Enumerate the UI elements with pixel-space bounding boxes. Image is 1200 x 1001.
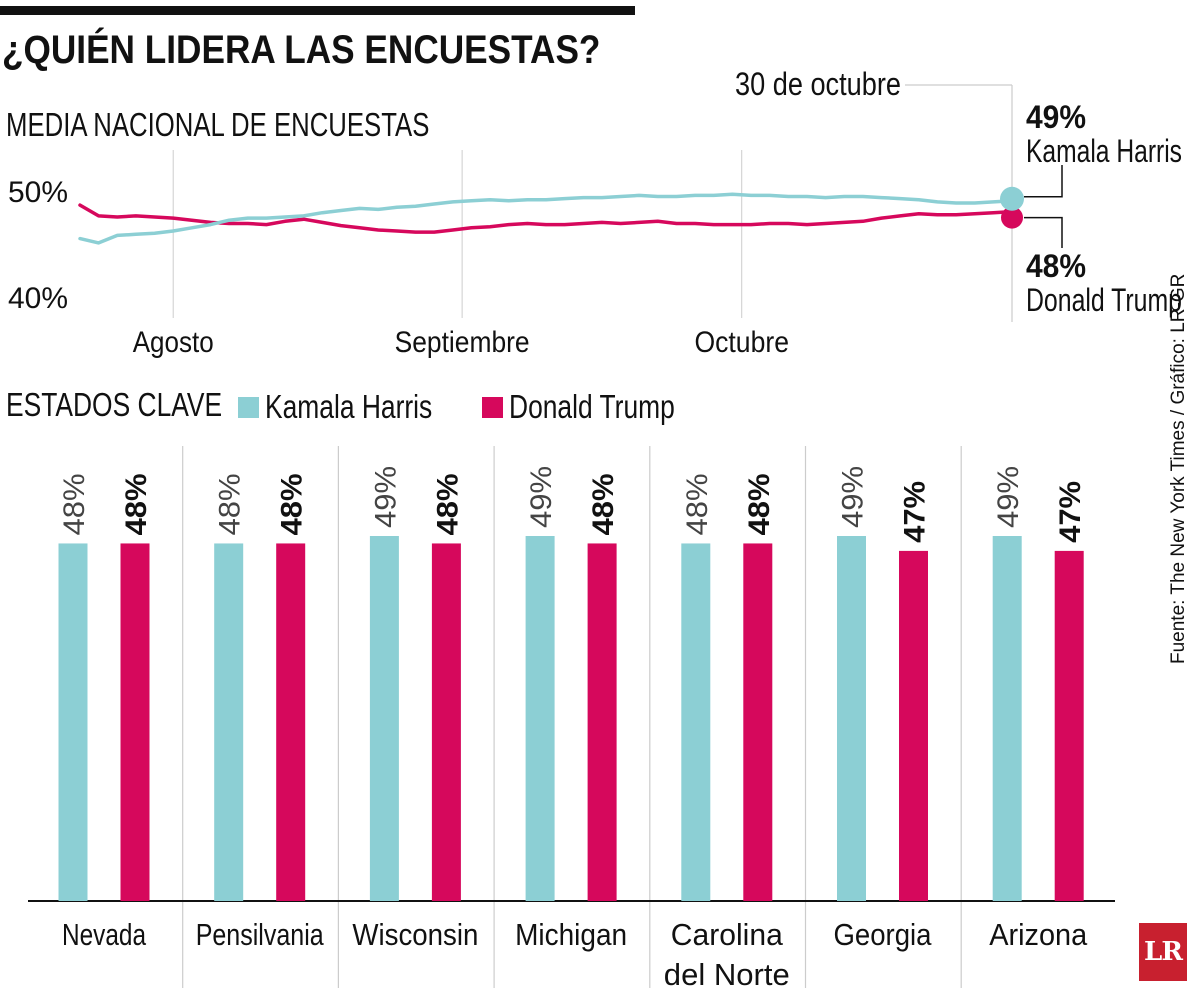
category-label: Michigan: [515, 917, 627, 952]
legend-harris: Kamala Harris: [238, 388, 474, 425]
month-tick-label: Octubre: [694, 326, 789, 359]
bar-chart-title: ESTADOS CLAVE: [6, 386, 223, 423]
trump-end-value: 48%: [1026, 248, 1086, 284]
trump-bar-label: 48%: [587, 473, 620, 535]
y-tick-label: 50%: [8, 176, 68, 209]
line-chart-title: MEDIA NACIONAL DE ENCUESTAS: [6, 106, 430, 143]
y-tick-label: 40%: [8, 282, 68, 315]
harris-end-dot: [1000, 186, 1024, 211]
trump-end-dot: [1001, 206, 1023, 229]
trump-national-line: [78, 203, 1014, 234]
trump-bar-label: 47%: [1054, 481, 1087, 543]
trump-end-name: Donald Trump: [1026, 282, 1182, 318]
trump-bar-arizona: [1054, 550, 1084, 901]
harris-annotation-leader: [1024, 165, 1063, 198]
chart-title: ¿QUIÉN LIDERA LAS ENCUESTAS?: [2, 28, 601, 72]
harris-bar-label: 49%: [525, 466, 558, 528]
harris-bar-carolina-del-norte: [681, 543, 711, 901]
trump-bar-label: 48%: [120, 473, 153, 535]
harris-end-value: 49%: [1026, 99, 1086, 135]
category-label: Carolina: [671, 917, 784, 952]
trump-bar-georgia: [899, 550, 928, 901]
category-label: del Norte: [664, 957, 790, 992]
lr-logo: LR: [1139, 923, 1187, 981]
end-date-label: 30 de octubre: [735, 66, 901, 102]
source-credit: Fuente: The New York Times / Gráfico: LR…: [1168, 273, 1189, 664]
trump-bar-wisconsin: [431, 543, 461, 901]
month-tick-label: Septiembre: [395, 326, 530, 359]
trump-bar-carolina-del-norte: [743, 543, 773, 901]
legend-trump-label: Donald Trump: [509, 388, 675, 425]
category-label: Wisconsin: [352, 917, 478, 952]
harris-bar-wisconsin: [369, 536, 399, 901]
harris-bar-label: 48%: [214, 473, 247, 535]
harris-bar-nevada: [58, 543, 88, 901]
harris-bar-pensilvania: [214, 543, 244, 901]
harris-bar-label: 48%: [681, 473, 714, 535]
legend-trump-swatch: [482, 396, 503, 418]
harris-bar-label: 49%: [992, 466, 1025, 528]
harris-bar-arizona: [992, 536, 1022, 901]
legend-harris-swatch: [238, 396, 259, 418]
category-label: Arizona: [989, 917, 1088, 952]
harris-bar-georgia: [837, 536, 866, 901]
harris-bar-label: 49%: [369, 466, 402, 528]
trump-bar-label: 48%: [276, 473, 309, 535]
top-rule: [0, 6, 635, 15]
harris-national-line: [78, 192, 1014, 245]
harris-bar-michigan: [525, 536, 555, 901]
trump-bar-label: 47%: [899, 481, 932, 543]
trump-bar-nevada: [120, 543, 150, 901]
legend-harris-label: Kamala Harris: [265, 388, 433, 425]
trump-bar-pensilvania: [276, 543, 306, 901]
harris-end-name: Kamala Harris: [1026, 133, 1182, 169]
category-label: Georgia: [834, 917, 933, 952]
month-tick-label: Agosto: [133, 326, 214, 359]
category-label: Nevada: [62, 917, 147, 952]
category-label: Pensilvania: [196, 917, 325, 952]
legend-trump: Donald Trump: [482, 388, 716, 425]
trump-annotation-leader: [1024, 216, 1063, 248]
harris-bar-label: 48%: [58, 473, 91, 535]
trump-bar-label: 48%: [431, 473, 464, 535]
trump-bar-michigan: [587, 543, 617, 901]
harris-bar-label: 49%: [837, 466, 870, 528]
trump-bar-label: 48%: [743, 473, 776, 535]
